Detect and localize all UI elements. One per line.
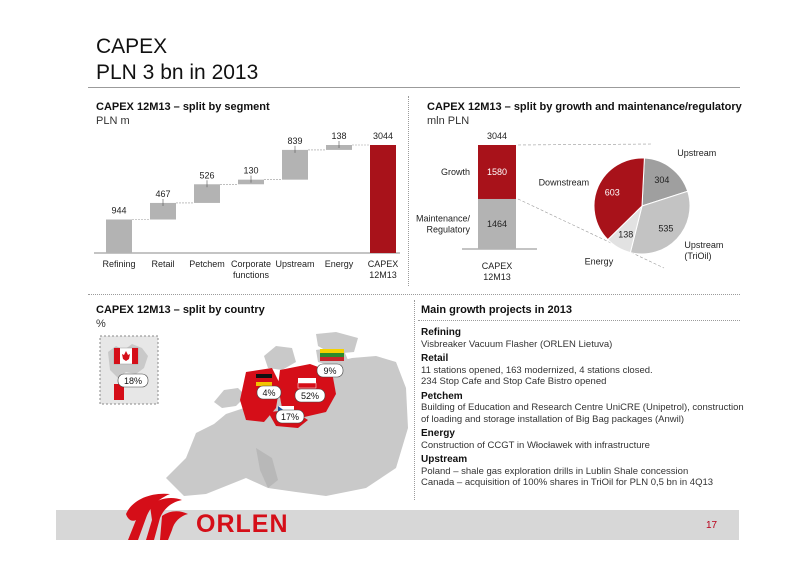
- category-label: Retail: [151, 259, 174, 269]
- panel-separator-top: [408, 96, 409, 286]
- project-line: Construction of CCGT in Włocławek with i…: [421, 439, 650, 451]
- project-line: Visbreaker Vacuum Flasher (ORLEN Lietuva…: [421, 338, 613, 350]
- segment-value-label: 1580: [487, 167, 507, 177]
- poland-share-label: 52%: [301, 391, 319, 401]
- pie-slice-name: Upstream: [677, 148, 716, 158]
- title-divider: [88, 87, 740, 88]
- pie-slice-name: Upstream: [684, 240, 723, 250]
- bar-value-label: 130: [243, 166, 258, 176]
- projects-title-underline: [418, 320, 740, 321]
- canada-flag-icon: [113, 347, 139, 365]
- category-label: Corporate: [231, 259, 271, 269]
- pie-slice-name: Downstream: [539, 177, 590, 187]
- canada-share-label: 18%: [124, 376, 142, 386]
- pie-value-label: 535: [658, 223, 673, 233]
- project-line: Building of Education and Research Centr…: [421, 402, 744, 413]
- waterfall-bar: [194, 184, 220, 203]
- project-line: 11 stations opened, 163 modernized, 4 st…: [421, 364, 653, 376]
- canada-inset: [99, 335, 159, 405]
- project-line: of loading and storage installation of B…: [421, 413, 684, 425]
- stacked-bar-segment: [478, 198, 516, 249]
- bar-value-label: 3044: [373, 131, 393, 141]
- orlen-eagle-logo-icon: [126, 493, 188, 540]
- project-heading: Retail: [421, 353, 449, 364]
- pie-slice-name: Energy: [585, 256, 614, 266]
- category-label: Refining: [102, 259, 135, 269]
- segment-panel-title: CAPEX 12M13 – split by segment: [96, 101, 270, 113]
- projects-list: Refining Visbreaker Vacuum Flasher (ORLE…: [421, 327, 751, 489]
- bar-value-label: 138: [331, 131, 346, 141]
- project-petchem: Petchem Building of Education and Resear…: [421, 391, 751, 426]
- project-heading: Upstream: [421, 454, 468, 465]
- project-energy: Energy Construction of CCGT in Włocławek…: [421, 428, 751, 451]
- bar-value-label: 839: [287, 136, 302, 146]
- slide-title-line1: CAPEX: [96, 35, 168, 58]
- category-label: 12M13: [369, 270, 397, 280]
- lithuania-share-label: 9%: [323, 366, 336, 376]
- projects-panel-title: Main growth projects in 2013: [421, 304, 572, 316]
- lithuania-region: [316, 346, 348, 366]
- pie-value-label: 138: [618, 229, 633, 239]
- waterfall-bar: [106, 219, 132, 253]
- project-upstream: Upstream Poland – shale gas exploration …: [421, 454, 751, 489]
- czech-share-label: 17%: [281, 412, 299, 422]
- page-number: 17: [706, 520, 718, 531]
- segment-waterfall-chart: 944 Refining 467 Retail 526 Petchem 130 Corpora…: [94, 131, 400, 280]
- panel-divider-horizontal: [88, 294, 740, 295]
- category-label: CAPEX: [368, 259, 399, 269]
- orlen-logo-text: ORLEN: [196, 510, 289, 538]
- pie-slice: [593, 157, 645, 241]
- series-label: Growth: [441, 167, 470, 177]
- project-line: Poland – shale gas exploration drills in…: [421, 465, 689, 477]
- project-heading: Petchem: [421, 390, 463, 402]
- segment-panel-subtitle: PLN m: [96, 115, 130, 127]
- series-label: Maintenance/: [416, 213, 471, 223]
- project-heading: Energy: [421, 428, 455, 439]
- category-label: Upstream: [275, 259, 314, 269]
- category-label: CAPEX: [482, 261, 513, 271]
- project-retail: Retail 11 stations opened, 163 modernize…: [421, 353, 751, 388]
- slide-title: CAPEX PLN 3 bn in 2013: [96, 34, 258, 86]
- waterfall-bar: [150, 202, 176, 220]
- pie-slice-name: (TriOil): [684, 251, 711, 261]
- country-panel-subtitle: %: [96, 318, 106, 330]
- pie-value-label: 603: [605, 188, 620, 198]
- growth-maintenance-chart: 1464 Maintenance/Regulatory 1580 Growth 3044…: [416, 131, 723, 282]
- category-label: functions: [233, 270, 270, 280]
- project-heading: Refining: [421, 327, 461, 338]
- category-label: Petchem: [189, 259, 225, 269]
- bar-value-label: 944: [111, 206, 126, 216]
- project-line: 234 Stop Cafe and Stop Cafe Bistro opene…: [421, 376, 607, 387]
- pie-slice: [641, 157, 689, 207]
- connector-line: [517, 198, 665, 269]
- waterfall-bar: [370, 145, 396, 253]
- series-label: Regulatory: [426, 224, 470, 234]
- pie-value-label: 304: [654, 175, 669, 185]
- category-label: 12M13: [483, 272, 511, 282]
- growth-panel-subtitle: mln PLN: [427, 115, 470, 127]
- category-label: Energy: [325, 259, 354, 269]
- bar-value-label: 526: [199, 170, 214, 180]
- country-panel-title: CAPEX 12M13 – split by country: [96, 304, 265, 316]
- europe-map: 18% 9% 4% 52% 17%: [99, 332, 408, 496]
- connector-line: [517, 143, 653, 146]
- growth-panel-title: CAPEX 12M13 – split by growth and mainte…: [427, 101, 742, 113]
- panel-separator-bottom: [414, 300, 415, 500]
- stacked-bar-segment: [478, 145, 516, 199]
- germany-share-label: 4%: [262, 388, 275, 398]
- slide-title-line2: PLN 3 bn in 2013: [96, 61, 259, 84]
- project-refining: Refining Visbreaker Vacuum Flasher (ORLE…: [421, 327, 751, 350]
- bar-value-label: 467: [155, 189, 170, 199]
- segment-value-label: 1464: [487, 219, 507, 229]
- pie-slice: [629, 190, 691, 255]
- waterfall-bar: [282, 149, 308, 180]
- project-line: Canada – acquisition of 100% shares in T…: [421, 477, 714, 488]
- total-value-label: 3044: [487, 131, 507, 141]
